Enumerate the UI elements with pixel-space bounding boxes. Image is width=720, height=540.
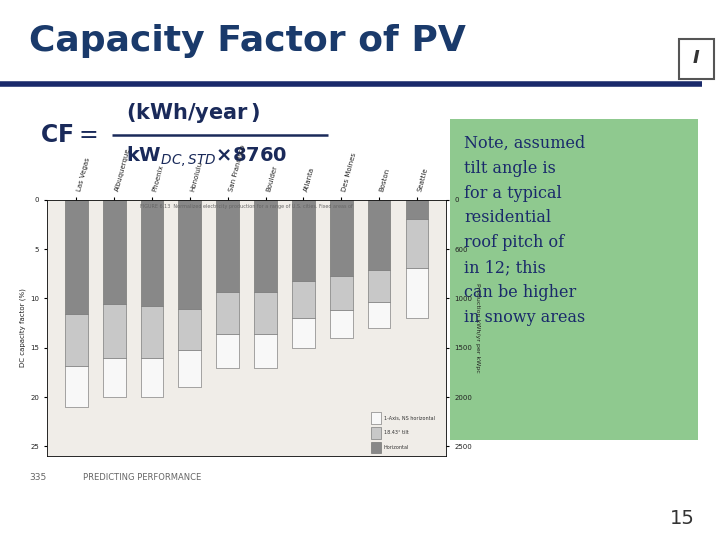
- Text: $\mathbf{CF} = $: $\mathbf{CF} = $: [40, 124, 97, 146]
- Text: 18.43° tilt: 18.43° tilt: [384, 430, 409, 435]
- Bar: [103, 200, 125, 305]
- Text: $\mathbf{(kWh/year\,)}$: $\mathbf{(kWh/year\,)}$: [126, 102, 260, 125]
- Bar: [65, 366, 88, 407]
- Bar: [330, 276, 353, 310]
- Bar: [65, 200, 88, 314]
- Text: PREDICTING PERFORMANCE: PREDICTING PERFORMANCE: [83, 472, 201, 482]
- Bar: [179, 308, 201, 350]
- Bar: [368, 271, 390, 302]
- Text: Horizontal: Horizontal: [384, 445, 410, 450]
- Text: FIGURE 6.13  Normalized electricity production for a range of U.S. cities. Fixed: FIGURE 6.13 Normalized electricity produ…: [140, 204, 353, 209]
- Bar: [368, 200, 390, 271]
- Bar: [372, 442, 381, 454]
- Bar: [216, 292, 239, 334]
- Text: Capacity Factor of PV: Capacity Factor of PV: [29, 24, 466, 58]
- Bar: [405, 268, 428, 318]
- Bar: [179, 350, 201, 387]
- Bar: [292, 318, 315, 348]
- Text: 1-Axis, NS horizontal: 1-Axis, NS horizontal: [384, 415, 435, 420]
- Bar: [368, 302, 390, 328]
- Bar: [330, 200, 353, 276]
- Y-axis label: Production kWh/yr per kWpc: Production kWh/yr per kWpc: [475, 283, 480, 373]
- Text: Note, assumed
tilt angle is
for a typical
residential
roof pitch of
in 12; this
: Note, assumed tilt angle is for a typica…: [464, 135, 585, 326]
- Text: 15: 15: [670, 509, 695, 528]
- Bar: [292, 200, 315, 281]
- Bar: [405, 219, 428, 268]
- Bar: [254, 334, 277, 368]
- Bar: [254, 292, 277, 334]
- Bar: [254, 200, 277, 292]
- FancyBboxPatch shape: [450, 119, 698, 440]
- Text: 335: 335: [29, 472, 46, 482]
- Bar: [216, 334, 239, 368]
- Text: $\mathbf{kW}_{DC,STD}\mathbf{\times 8760}$: $\mathbf{kW}_{DC,STD}\mathbf{\times 8760…: [126, 144, 287, 169]
- Bar: [405, 200, 428, 219]
- Bar: [103, 305, 125, 357]
- Y-axis label: DC capacity factor (%): DC capacity factor (%): [19, 288, 26, 368]
- Bar: [372, 412, 381, 424]
- Bar: [330, 310, 353, 338]
- Bar: [140, 357, 163, 397]
- Bar: [292, 281, 315, 318]
- Bar: [372, 427, 381, 438]
- Bar: [216, 200, 239, 292]
- Bar: [103, 357, 125, 397]
- Bar: [140, 200, 163, 306]
- FancyBboxPatch shape: [679, 39, 714, 79]
- Bar: [140, 306, 163, 357]
- Text: I: I: [693, 49, 700, 68]
- Bar: [65, 314, 88, 366]
- Bar: [179, 200, 201, 308]
